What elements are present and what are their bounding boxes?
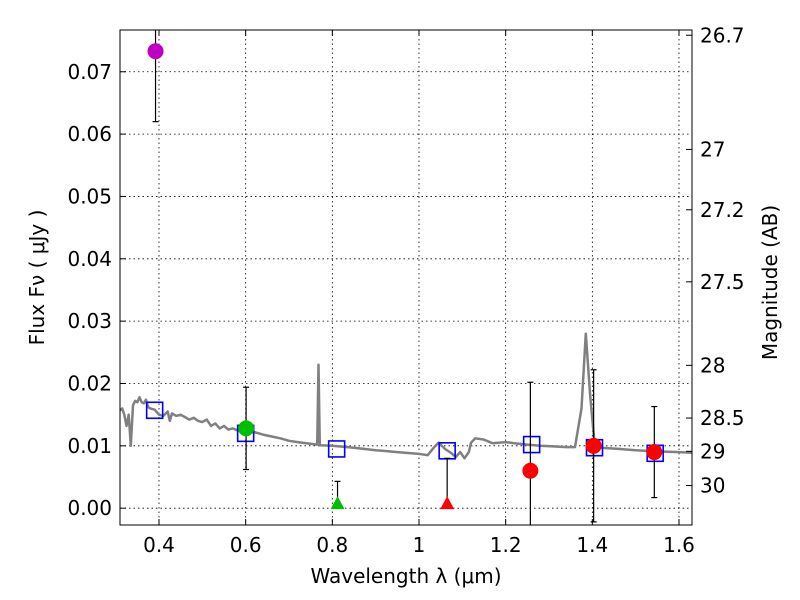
observed-point — [522, 462, 539, 479]
x-tick-label: 0.8 — [316, 533, 348, 557]
obs-0.81 — [330, 480, 345, 510]
model-photometry-square — [522, 435, 541, 454]
x-axis-title: Wavelength λ (μm) — [310, 564, 501, 588]
magnitude-tick-label: 26.7 — [700, 23, 745, 47]
observed-point — [238, 420, 255, 437]
magnitude-axis-ticks: 26.7 27 27.2 27.5 28 28.5 29 30 — [686, 23, 745, 498]
observed-point — [585, 437, 602, 454]
magnitude-tick-label: 27.2 — [700, 198, 745, 222]
y-tick-label: 0.01 — [67, 434, 112, 458]
magnitude-tick-label: 29 — [700, 439, 725, 463]
y-tick-label: 0.07 — [67, 60, 112, 84]
obs-1.06 — [440, 457, 455, 510]
observed-point — [646, 444, 663, 461]
magnitude-tick-label: 28.5 — [700, 406, 745, 430]
grid-lines — [120, 30, 692, 525]
magnitude-tick-label: 28 — [700, 353, 725, 377]
x-tick-label: 0.6 — [230, 533, 262, 557]
y-tick-label: 0.02 — [67, 371, 112, 395]
obs-1.26 — [522, 381, 539, 525]
upper-limit-triangle — [440, 496, 455, 510]
model-spectrum-line — [119, 332, 693, 460]
model-photometry-square — [145, 401, 164, 420]
obs-1.54 — [646, 405, 663, 499]
observed-point — [147, 43, 164, 60]
x-axis-ticks: 0.4 0.6 0.8 1 1.2 1.4 1.6 — [143, 30, 695, 557]
y-tick-label: 0.04 — [67, 247, 112, 271]
obs-0.39 — [147, 30, 164, 123]
upper-limit-triangle — [330, 496, 345, 510]
model-spectrum — [119, 332, 693, 460]
model-photometry-square — [327, 440, 346, 458]
x-tick-label: 1.4 — [576, 533, 608, 557]
y-tick-label: 0.03 — [67, 309, 112, 333]
magnitude-axis-title: Magnitude (AB) — [758, 205, 782, 360]
x-tick-label: 0.4 — [143, 533, 175, 557]
x-tick-label: 1.6 — [663, 533, 695, 557]
observed-photometry — [147, 30, 663, 525]
magnitude-tick-label: 30 — [700, 474, 725, 498]
y-tick-label: 0.06 — [67, 122, 112, 146]
y-tick-label: 0.05 — [67, 184, 112, 208]
x-tick-label: 1 — [413, 533, 426, 557]
plot-frame — [119, 29, 693, 526]
obs-0.60 — [238, 386, 255, 471]
magnitude-tick-label: 27.5 — [700, 270, 745, 294]
y-axis-ticks: 0.00 0.01 0.02 0.03 0.04 0.05 0.06 0.07 — [67, 60, 126, 520]
obs-1.40 — [585, 369, 602, 523]
y-axis-title: Flux Fν ( μJy ) — [25, 210, 49, 346]
x-tick-label: 1.2 — [490, 533, 522, 557]
magnitude-tick-label: 27 — [700, 137, 725, 161]
y-tick-label: 0.00 — [67, 496, 112, 520]
